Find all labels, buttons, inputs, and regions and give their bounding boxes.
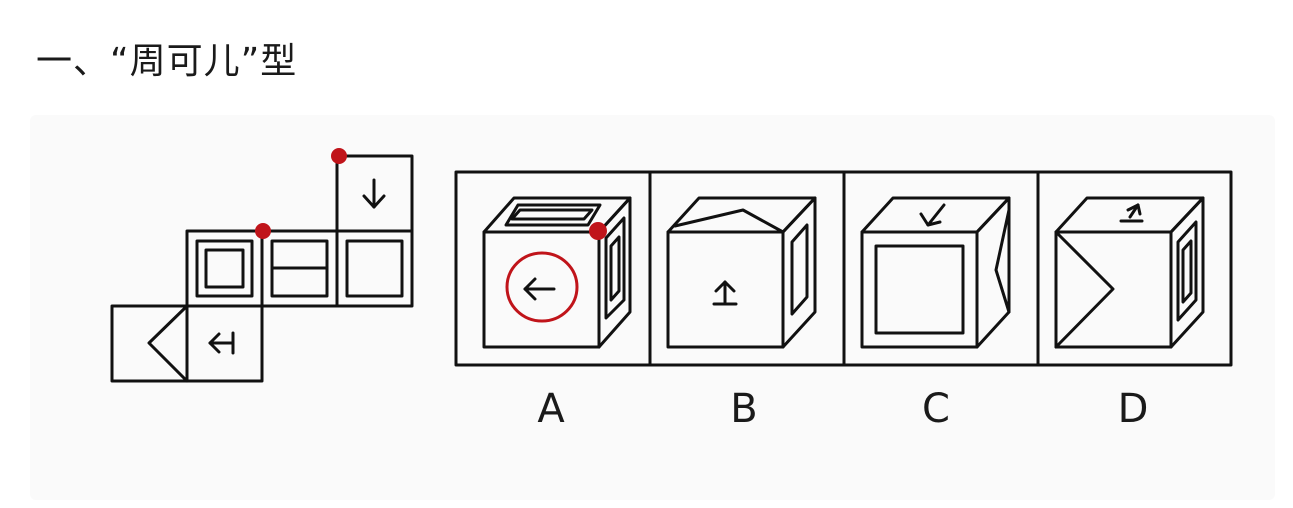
triangle-icon [147, 304, 189, 383]
net-face-arrow-bar [185, 304, 264, 383]
annotation-circle-icon [505, 251, 579, 323]
arrow-up-icon [1119, 203, 1144, 223]
arrow-up-icon [712, 280, 738, 306]
cube-option-c[interactable] [860, 196, 1011, 349]
arrow-down-icon [919, 203, 946, 227]
options-frame [454, 170, 1233, 367]
option-label-d[interactable]: D [1117, 386, 1149, 432]
cube-option-d[interactable] [1054, 196, 1205, 349]
split-rectangle-icon [270, 239, 329, 298]
annotation-dot-icon [255, 223, 271, 239]
page-title: 一、“周可儿”型 [36, 41, 298, 82]
arrow-left-bar-icon [208, 331, 235, 355]
cube-option-b[interactable] [666, 196, 817, 349]
option-label-c[interactable]: C [922, 386, 950, 432]
option-label-a[interactable]: A [537, 386, 565, 432]
cube-option-a[interactable] [482, 196, 632, 349]
annotation-dot-icon [331, 148, 347, 164]
square-icon [345, 239, 404, 298]
square-inner-icon [204, 248, 245, 289]
annotation-dot-icon [589, 222, 607, 240]
option-label-b[interactable]: B [730, 386, 758, 432]
net-face-square [335, 229, 414, 308]
square-outline-icon [195, 239, 254, 298]
arrow-down-icon [362, 178, 386, 209]
cube-net [110, 154, 414, 383]
answer-annotations [255, 148, 607, 323]
arrow-left-icon [523, 277, 556, 301]
